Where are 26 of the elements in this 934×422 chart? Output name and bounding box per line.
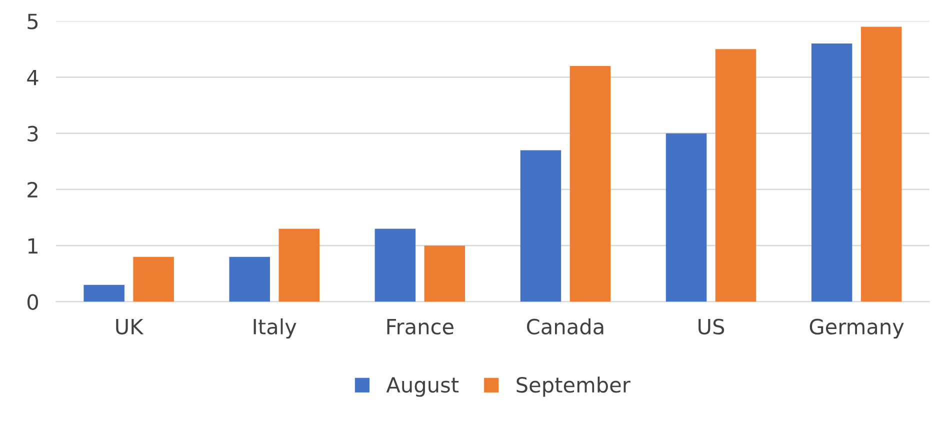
bar [570,66,611,302]
bar [278,228,320,302]
x-tick-label: Germany [810,318,904,339]
bar [374,228,416,302]
legend-label: August [386,377,459,397]
bar [133,256,174,302]
legend-label: September [516,376,630,397]
bar [860,26,902,302]
bar [666,133,707,302]
bar [84,284,124,302]
bar [811,44,852,302]
x-tick-label: UK [116,319,144,335]
x-tick-label: Canada [526,318,604,335]
y-tick-label: 0 [27,294,38,310]
bar [424,246,466,302]
x-tick-label: Italy [254,318,296,339]
y-tick-label: 5 [28,14,38,30]
bar [715,49,756,302]
y-tick-label: 1 [28,238,38,254]
y-tick-label: 4 [27,70,38,86]
x-tick-label: France [387,319,454,335]
y-tick-label: 3 [28,126,38,142]
x-tick-label: US [698,318,724,335]
bar [229,256,270,302]
y-tick-label: 2 [28,182,38,198]
bar [520,150,562,302]
